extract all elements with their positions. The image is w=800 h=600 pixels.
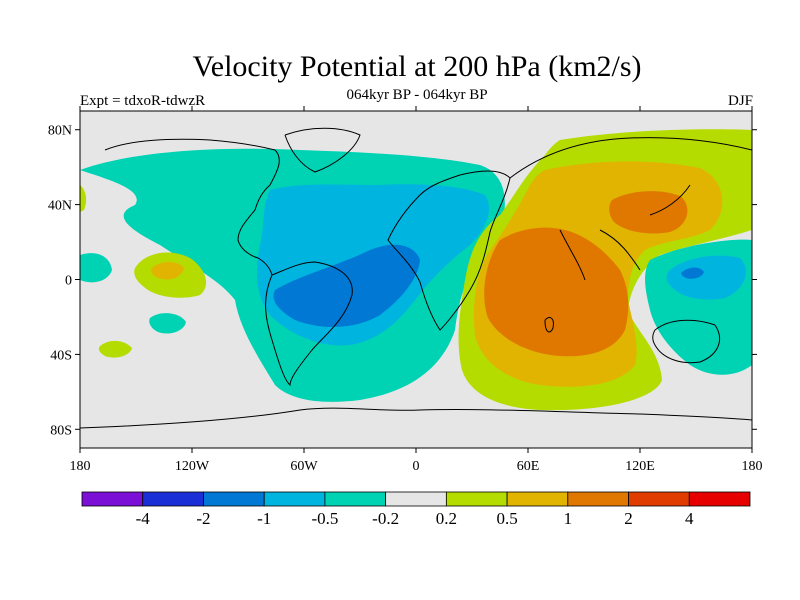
y-tick-label: 40S	[50, 348, 72, 363]
colorbar-label: 0.2	[436, 509, 457, 528]
x-tick-label: 180	[742, 459, 763, 474]
coast-australia	[652, 319, 720, 364]
season-label: DJF	[727, 93, 753, 109]
colorbar-swatch	[688, 491, 751, 507]
colorbar-swatch	[142, 491, 204, 507]
contour-pos-0.5-atl	[151, 262, 184, 280]
colorbar-swatch	[445, 491, 508, 507]
contour-fields	[80, 127, 752, 429]
contour-neg-0.5-wpac	[666, 255, 746, 300]
x-tick-label: 120W	[175, 459, 210, 474]
colorbar-swatch	[203, 491, 265, 507]
x-axis-ticks: 180 120W 60W 0 60E 120E 180	[70, 106, 763, 474]
colorbar-label: -0.5	[311, 509, 338, 528]
colorbar-swatch	[385, 491, 447, 507]
y-tick-label: 0	[65, 274, 72, 289]
colorbar: -4 -2 -1 -0.5 -0.2 0.2 0.5 1 2 4	[81, 491, 751, 528]
colorbar-swatch	[567, 491, 629, 507]
coast-greenland	[284, 127, 361, 173]
colorbar-swatch	[263, 491, 326, 507]
contour-pos-0.2-left	[80, 185, 87, 212]
colorbar-swatch	[506, 491, 569, 507]
x-tick-label: 60E	[517, 459, 540, 474]
coast-europe-africa	[387, 170, 511, 331]
x-tick-label: 180	[70, 459, 91, 474]
colorbar-label: 4	[685, 509, 694, 528]
coast-madagascar	[544, 317, 554, 333]
colorbar-label: 1	[564, 509, 573, 528]
y-tick-label: 80S	[50, 423, 72, 438]
contour-pos-1	[484, 227, 629, 357]
colorbar-label: -1	[257, 509, 271, 528]
coast-south-america	[265, 261, 353, 387]
map-subtitle: 064kyr BP - 064kyr BP	[346, 87, 488, 103]
contour-pos-1-asia	[609, 191, 688, 234]
colorbar-label: -2	[196, 509, 210, 528]
x-tick-label: 0	[413, 459, 420, 474]
colorbar-label: 0.5	[496, 509, 517, 528]
experiment-label: Expt = tdxoR-tdwzR	[80, 93, 206, 109]
contour-neg-0.2-small2	[149, 313, 186, 334]
colorbar-swatch	[628, 491, 690, 507]
y-axis-ticks: 80N 40N 0 40S 80S	[48, 124, 757, 438]
y-tick-label: 80N	[48, 124, 72, 139]
coast-asia	[509, 137, 752, 281]
contour-neg-0.2-small1	[80, 253, 112, 283]
map-title: Velocity Potential at 200 hPa (km2/s)	[192, 50, 642, 83]
contour-neg-1-wpac	[681, 267, 704, 279]
coastlines	[80, 127, 752, 429]
coast-north-america	[104, 138, 280, 276]
contour-neg-1	[273, 244, 420, 327]
colorbar-swatch	[81, 491, 144, 507]
x-tick-label: 120E	[625, 459, 655, 474]
contour-pos-0.2-sa	[98, 340, 132, 358]
colorbar-swatch	[324, 491, 387, 507]
colorbar-label: -4	[136, 509, 151, 528]
coast-antarctica	[80, 407, 752, 429]
colorbar-label: 2	[624, 509, 633, 528]
y-tick-label: 40N	[48, 199, 72, 214]
x-tick-label: 60W	[290, 459, 318, 474]
colorbar-label: -0.2	[372, 509, 399, 528]
contour-neg-0.2-small3	[200, 167, 250, 187]
